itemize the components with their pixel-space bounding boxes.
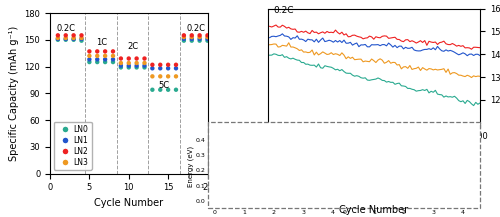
Y-axis label: Specific Capacity (mAh g⁻¹): Specific Capacity (mAh g⁻¹) (9, 26, 19, 161)
Point (188, 35, 196, 39)
Point (180, 35, 188, 39)
Point (180, 39, 188, 42)
Point (204, 34, 212, 37)
Point (140, 64, 148, 67)
Text: 0.2C: 0.2C (274, 6, 294, 15)
Point (54, 38, 62, 41)
Y-axis label: Energy (eV): Energy (eV) (188, 146, 194, 187)
Point (180, 34, 188, 37)
Point (117, 57, 125, 60)
Text: 0.2C: 0.2C (56, 24, 75, 33)
Point (196, 39, 203, 42)
Text: 1C: 1C (96, 38, 107, 47)
Point (172, 63, 180, 66)
Point (164, 67, 172, 70)
Point (86, 60, 94, 64)
X-axis label: Cycle Number: Cycle Number (339, 147, 408, 157)
Point (94, 60, 102, 64)
Point (164, 63, 172, 66)
Text: 0.348 eV: 0.348 eV (224, 154, 249, 159)
Point (172, 67, 180, 70)
Point (132, 64, 140, 67)
Point (140, 61, 148, 65)
Point (204, 37, 212, 41)
Point (156, 63, 164, 66)
Point (78, 39, 86, 42)
Point (86, 54, 94, 58)
Point (164, 88, 172, 92)
Point (62, 37, 70, 41)
Text: 0.2C: 0.2C (186, 24, 205, 33)
Point (164, 75, 172, 78)
Point (148, 75, 156, 78)
Point (204, 39, 212, 42)
Point (156, 88, 164, 92)
Text: Migration path: Migration path (278, 142, 283, 178)
Point (109, 54, 117, 58)
Point (54, 34, 62, 37)
Point (188, 34, 196, 37)
Text: Cycle Number: Cycle Number (339, 205, 408, 215)
Text: 5C: 5C (158, 81, 170, 90)
Point (117, 61, 125, 65)
Point (196, 37, 203, 41)
Point (132, 66, 140, 69)
Point (132, 57, 140, 60)
Point (148, 63, 156, 66)
Text: Migration path: Migration path (408, 142, 413, 178)
Point (101, 58, 109, 61)
Point (117, 66, 125, 69)
Legend: LN0, LN1, LN2, LN3: LN0, LN1, LN2, LN3 (54, 122, 92, 170)
Point (117, 64, 125, 67)
Point (62, 34, 70, 37)
Point (125, 57, 133, 60)
Point (156, 67, 164, 70)
Point (62, 38, 70, 41)
Point (78, 37, 86, 41)
Point (180, 37, 188, 41)
Point (54, 36, 62, 40)
Point (196, 35, 203, 39)
Text: — LMFP-Na: — LMFP-Na (386, 134, 421, 139)
Text: 2C: 2C (127, 42, 138, 51)
Point (101, 50, 109, 53)
Point (125, 66, 133, 69)
Point (109, 50, 117, 53)
Point (94, 58, 102, 61)
Point (204, 35, 212, 39)
Point (94, 54, 102, 58)
Point (172, 75, 180, 78)
Point (86, 58, 94, 61)
Point (109, 60, 117, 64)
Point (140, 57, 148, 60)
Point (172, 88, 180, 92)
Point (70, 36, 78, 40)
Y-axis label: Energy (eV): Energy (eV) (318, 146, 324, 187)
Point (54, 37, 62, 41)
Point (94, 50, 102, 53)
Point (132, 61, 140, 65)
Point (109, 58, 117, 61)
Point (62, 36, 70, 40)
Point (156, 75, 164, 78)
Point (148, 67, 156, 70)
Point (78, 36, 86, 40)
Point (140, 66, 148, 69)
Point (188, 37, 196, 41)
Point (188, 39, 196, 42)
Point (86, 50, 94, 53)
Point (78, 34, 86, 37)
Point (70, 37, 78, 41)
Text: 0.266 eV: 0.266 eV (354, 158, 379, 163)
Text: — Pure LMFP: — Pure LMFP (254, 134, 294, 139)
Point (125, 61, 133, 65)
Point (125, 64, 133, 67)
Point (70, 34, 78, 37)
Point (101, 60, 109, 64)
Point (70, 38, 78, 41)
X-axis label: Cycle Number: Cycle Number (94, 198, 164, 208)
Point (196, 34, 203, 37)
Point (101, 54, 109, 58)
Point (148, 88, 156, 92)
